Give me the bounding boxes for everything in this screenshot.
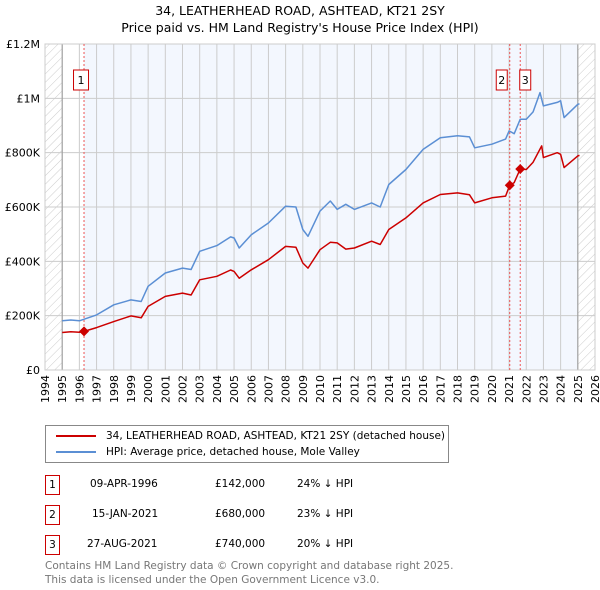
x-tick-label: 2012 bbox=[348, 375, 361, 403]
x-tick-label: 2011 bbox=[331, 375, 344, 403]
x-tick-label: 2000 bbox=[142, 375, 155, 403]
chart-subtitle: Price paid vs. HM Land Registry's House … bbox=[121, 20, 479, 35]
legend-swatch-property bbox=[56, 435, 96, 437]
marker-badge: 3 bbox=[45, 535, 60, 555]
x-tick-label: 2009 bbox=[297, 375, 310, 403]
y-tick-label: £400K bbox=[5, 255, 41, 268]
x-tick-label: 2010 bbox=[314, 375, 327, 403]
transaction-date: 27-AUG-2021 bbox=[87, 538, 158, 550]
transaction-date: 09-APR-1996 bbox=[90, 478, 158, 490]
transaction-price: £680,000 bbox=[215, 508, 266, 520]
x-tick-label: 2003 bbox=[194, 375, 207, 403]
y-tick-label: £200K bbox=[5, 310, 41, 323]
chart-title: 34, LEATHERHEAD ROAD, ASHTEAD, KT21 2SY bbox=[155, 3, 445, 18]
sale-label: 2 bbox=[498, 74, 505, 87]
x-tick-label: 2021 bbox=[503, 375, 516, 403]
x-tick-label: 2001 bbox=[159, 375, 172, 403]
x-tick-label: 2019 bbox=[469, 375, 482, 403]
x-tick-label: 2017 bbox=[434, 375, 447, 403]
footer-license: This data is licensed under the Open Gov… bbox=[45, 574, 380, 586]
sale-point bbox=[79, 326, 90, 337]
x-tick-label: 1994 bbox=[39, 375, 52, 403]
x-tick-label: 2018 bbox=[452, 375, 465, 403]
y-tick-label: £0 bbox=[26, 364, 40, 377]
y-tick-label: £1M bbox=[17, 92, 41, 105]
y-tick-label: £800K bbox=[5, 147, 41, 160]
x-tick-label: 2008 bbox=[280, 375, 293, 403]
x-tick-label: 1997 bbox=[91, 375, 104, 403]
legend-swatch-hpi bbox=[56, 451, 96, 453]
x-tick-label: 2020 bbox=[486, 375, 499, 403]
x-tick-label: 2006 bbox=[245, 375, 258, 403]
legend: 34, LEATHERHEAD ROAD, ASHTEAD, KT21 2SY … bbox=[45, 425, 449, 463]
hpi-line bbox=[62, 91, 580, 322]
sale-label-box bbox=[519, 69, 532, 91]
marker-badge: 1 bbox=[45, 475, 60, 495]
sale-point bbox=[515, 163, 526, 174]
transaction-hpi-diff: 24% ↓ HPI bbox=[297, 478, 354, 490]
x-tick-label: 2014 bbox=[383, 375, 396, 403]
sale-point bbox=[504, 180, 515, 191]
footer-copyright: Contains HM Land Registry data © Crown c… bbox=[45, 560, 454, 572]
legend-label-property: 34, LEATHERHEAD ROAD, ASHTEAD, KT21 2SY … bbox=[106, 430, 446, 442]
marker-badge: 2 bbox=[45, 505, 60, 525]
x-tick-label: 1999 bbox=[125, 375, 138, 403]
sale-label: 3 bbox=[522, 74, 529, 87]
sale-label-box bbox=[73, 69, 90, 91]
x-tick-label: 2015 bbox=[400, 375, 413, 403]
x-tick-label: 2025 bbox=[572, 375, 585, 403]
x-tick-label: 2023 bbox=[537, 375, 550, 403]
x-tick-label: 2013 bbox=[366, 375, 379, 403]
transaction-date: 15-JAN-2021 bbox=[92, 508, 159, 520]
x-tick-label: 2016 bbox=[417, 375, 430, 403]
transaction-row: 2 15-JAN-2021 £680,000 23% ↓ HPI bbox=[45, 505, 465, 525]
plot-border bbox=[44, 43, 596, 371]
sale-label-box bbox=[495, 69, 508, 91]
transaction-price: £142,000 bbox=[215, 478, 266, 490]
x-tick-label: 2002 bbox=[177, 375, 190, 403]
x-tick-label: 1995 bbox=[56, 375, 69, 403]
x-tick-label: 2026 bbox=[589, 375, 600, 403]
plot-area: 1994 1995 1996 1997 1998 1999 2000 2001 2002 2003… bbox=[5, 38, 600, 403]
x-tick-label: 1998 bbox=[108, 375, 121, 403]
x-tick-label: 2007 bbox=[262, 375, 275, 403]
y-tick-label: £1.2M bbox=[6, 38, 40, 51]
transaction-row: 1 09-APR-1996 £142,000 24% ↓ HPI bbox=[45, 475, 465, 495]
y-tick-label: £600K bbox=[5, 201, 41, 214]
x-tick-label: 2024 bbox=[555, 375, 568, 403]
x-tick-label: 1996 bbox=[73, 375, 86, 403]
x-tick-label: 2022 bbox=[520, 375, 533, 403]
transaction-row: 3 27-AUG-2021 £740,000 20% ↓ HPI bbox=[45, 535, 465, 555]
transaction-hpi-diff: 20% ↓ HPI bbox=[297, 538, 354, 550]
transaction-price: £740,000 bbox=[215, 538, 266, 550]
transaction-hpi-diff: 23% ↓ HPI bbox=[297, 508, 354, 520]
x-tick-label: 2005 bbox=[228, 375, 241, 403]
legend-label-hpi: HPI: Average price, detached house, Mole… bbox=[106, 446, 360, 458]
sale-label: 1 bbox=[78, 74, 85, 87]
x-tick-label: 2004 bbox=[211, 375, 224, 403]
